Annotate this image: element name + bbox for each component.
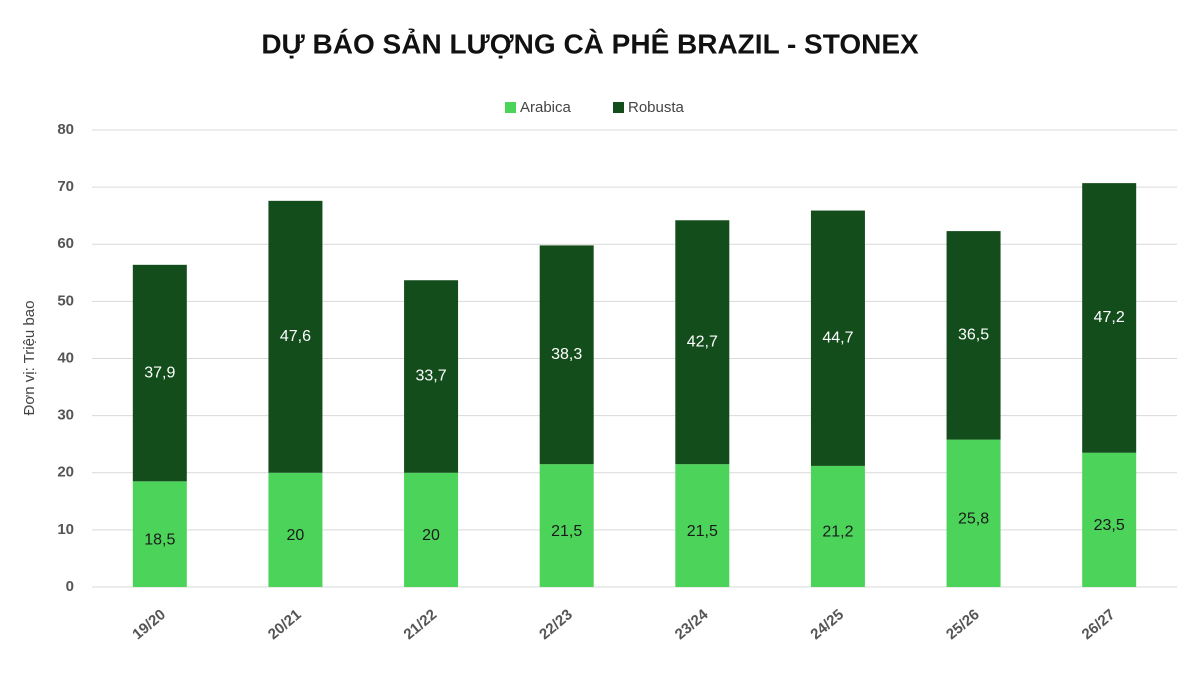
data-label: 42,7	[687, 333, 718, 350]
bar-segment	[810, 465, 865, 587]
legend-swatch	[505, 102, 516, 113]
bar-segment	[675, 220, 730, 465]
bar-segment	[268, 472, 323, 587]
bar-segment	[539, 464, 594, 587]
x-tick-label: 22/23	[536, 606, 576, 643]
data-label: 21,2	[822, 524, 853, 541]
data-label: 21,5	[551, 523, 582, 540]
x-tick-label: 19/20	[129, 606, 169, 643]
bar-segment	[539, 245, 594, 465]
y-tick-label: 80	[57, 121, 74, 138]
bar-segment	[132, 264, 187, 482]
y-tick-label: 20	[57, 464, 74, 481]
data-label: 44,7	[822, 329, 853, 346]
data-label: 21,5	[687, 523, 718, 540]
bar-segment	[810, 210, 865, 466]
y-tick-label: 0	[66, 578, 74, 595]
data-label: 33,7	[415, 368, 446, 385]
bar-segment	[404, 280, 459, 473]
data-label: 37,9	[144, 364, 175, 381]
data-label: 47,6	[280, 328, 311, 345]
x-tick-label: 25/26	[943, 606, 983, 643]
bar-segment	[946, 231, 1001, 440]
bar-segment	[1082, 452, 1137, 587]
y-tick-label: 40	[57, 349, 74, 366]
y-tick-label: 10	[57, 521, 74, 538]
bar-segment	[132, 481, 187, 587]
legend-label: Arabica	[520, 99, 572, 116]
legend-swatch	[613, 102, 624, 113]
data-label: 38,3	[551, 346, 582, 363]
data-label: 23,5	[1094, 517, 1125, 534]
data-label: 36,5	[958, 327, 989, 344]
x-tick-label: 20/21	[265, 606, 305, 643]
bar-segment	[268, 200, 323, 473]
y-tick-label: 50	[57, 292, 74, 309]
bar-segment	[675, 464, 730, 587]
x-tick-label: 21/22	[400, 606, 440, 643]
bar-segment	[946, 439, 1001, 587]
y-tick-label: 30	[57, 407, 74, 424]
x-tick-label: 24/25	[807, 606, 847, 643]
x-tick-label: 26/27	[1079, 606, 1119, 643]
y-tick-label: 60	[57, 235, 74, 252]
bar-segment	[404, 472, 459, 587]
x-tick-label: 23/24	[672, 606, 712, 644]
legend-label: Robusta	[628, 99, 685, 116]
data-label: 20	[422, 527, 440, 544]
data-label: 47,2	[1094, 309, 1125, 326]
y-tick-label: 70	[57, 178, 74, 195]
data-label: 18,5	[144, 531, 175, 548]
bar-segment	[1082, 183, 1137, 453]
data-label: 25,8	[958, 511, 989, 528]
data-label: 20	[287, 527, 305, 544]
y-axis-label: Đơn vị: Triệu bao	[21, 301, 38, 416]
chart-title: DỰ BÁO SẢN LƯỢNG CÀ PHÊ BRAZIL - STONEX	[261, 27, 919, 59]
